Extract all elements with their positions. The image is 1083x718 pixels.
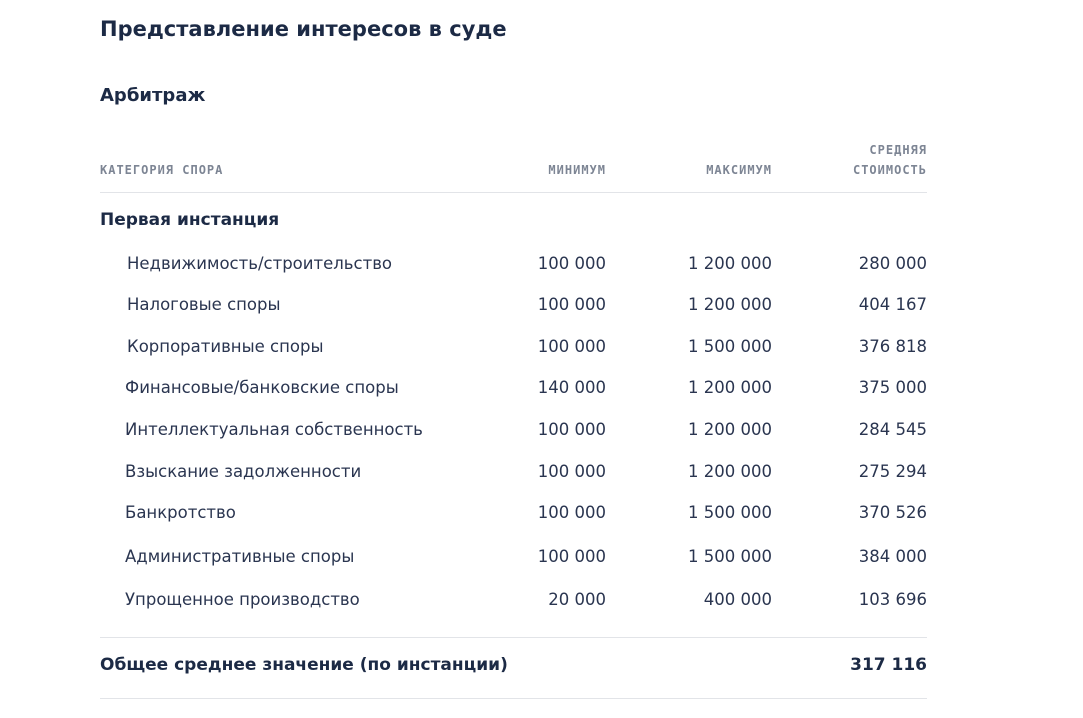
price-cell: 100 000 bbox=[537, 337, 606, 356]
divider bbox=[100, 192, 927, 193]
price-cell: 1 500 000 bbox=[688, 503, 772, 522]
price-cell: 400 000 bbox=[703, 590, 772, 609]
price-cell: 1 200 000 bbox=[688, 462, 772, 481]
price-cell: 280 000 bbox=[858, 254, 927, 273]
price-cell: 384 000 bbox=[858, 547, 927, 566]
category-cell: Упрощенное производство bbox=[125, 590, 360, 609]
column-header: СРЕДНЯЯ СТОИМОСТЬ bbox=[852, 143, 927, 177]
section-title: Арбитраж bbox=[100, 85, 206, 106]
price-cell: 275 294 bbox=[858, 462, 927, 481]
price-cell: 100 000 bbox=[537, 420, 606, 439]
price-cell: 1 500 000 bbox=[688, 547, 772, 566]
price-cell: 284 545 bbox=[858, 420, 927, 439]
price-cell: 370 526 bbox=[858, 503, 927, 522]
price-cell: 100 000 bbox=[537, 295, 606, 314]
category-cell: Финансовые/банковские споры bbox=[125, 378, 399, 397]
column-header: КАТЕГОРИЯ СПОРА bbox=[100, 163, 224, 177]
category-cell: Банкротство bbox=[125, 503, 236, 522]
group-label: Первая инстанция bbox=[100, 210, 280, 230]
column-header: МАКСИМУМ bbox=[706, 163, 772, 177]
category-cell: Административные споры bbox=[125, 547, 355, 566]
price-cell: 100 000 bbox=[537, 503, 606, 522]
price-cell: 103 696 bbox=[858, 590, 927, 609]
price-cell: 100 000 bbox=[537, 462, 606, 481]
column-header: МИНИМУМ bbox=[548, 163, 606, 177]
total-value: 317 116 bbox=[850, 655, 927, 675]
price-cell: 1 200 000 bbox=[688, 254, 772, 273]
price-cell: 1 200 000 bbox=[688, 295, 772, 314]
price-cell: 140 000 bbox=[537, 378, 606, 397]
price-cell: 1 200 000 bbox=[688, 420, 772, 439]
price-cell: 20 000 bbox=[548, 590, 606, 609]
price-cell: 404 167 bbox=[858, 295, 927, 314]
category-cell: Недвижимость/строительство bbox=[127, 254, 393, 273]
page-title: Представление интересов в суде bbox=[100, 17, 507, 41]
divider bbox=[100, 698, 927, 699]
category-cell: Корпоративные споры bbox=[127, 337, 324, 356]
price-cell: 100 000 bbox=[537, 254, 606, 273]
price-cell: 375 000 bbox=[858, 378, 927, 397]
price-cell: 100 000 bbox=[537, 547, 606, 566]
total-label: Общее среднее значение (по инстанции) bbox=[100, 655, 508, 675]
price-cell: 1 200 000 bbox=[688, 378, 772, 397]
price-cell: 376 818 bbox=[858, 337, 927, 356]
category-cell: Налоговые споры bbox=[127, 295, 281, 314]
category-cell: Интеллектуальная собственность bbox=[125, 420, 423, 439]
divider bbox=[100, 637, 927, 638]
price-cell: 1 500 000 bbox=[688, 337, 772, 356]
category-cell: Взыскание задолженности bbox=[125, 462, 362, 481]
